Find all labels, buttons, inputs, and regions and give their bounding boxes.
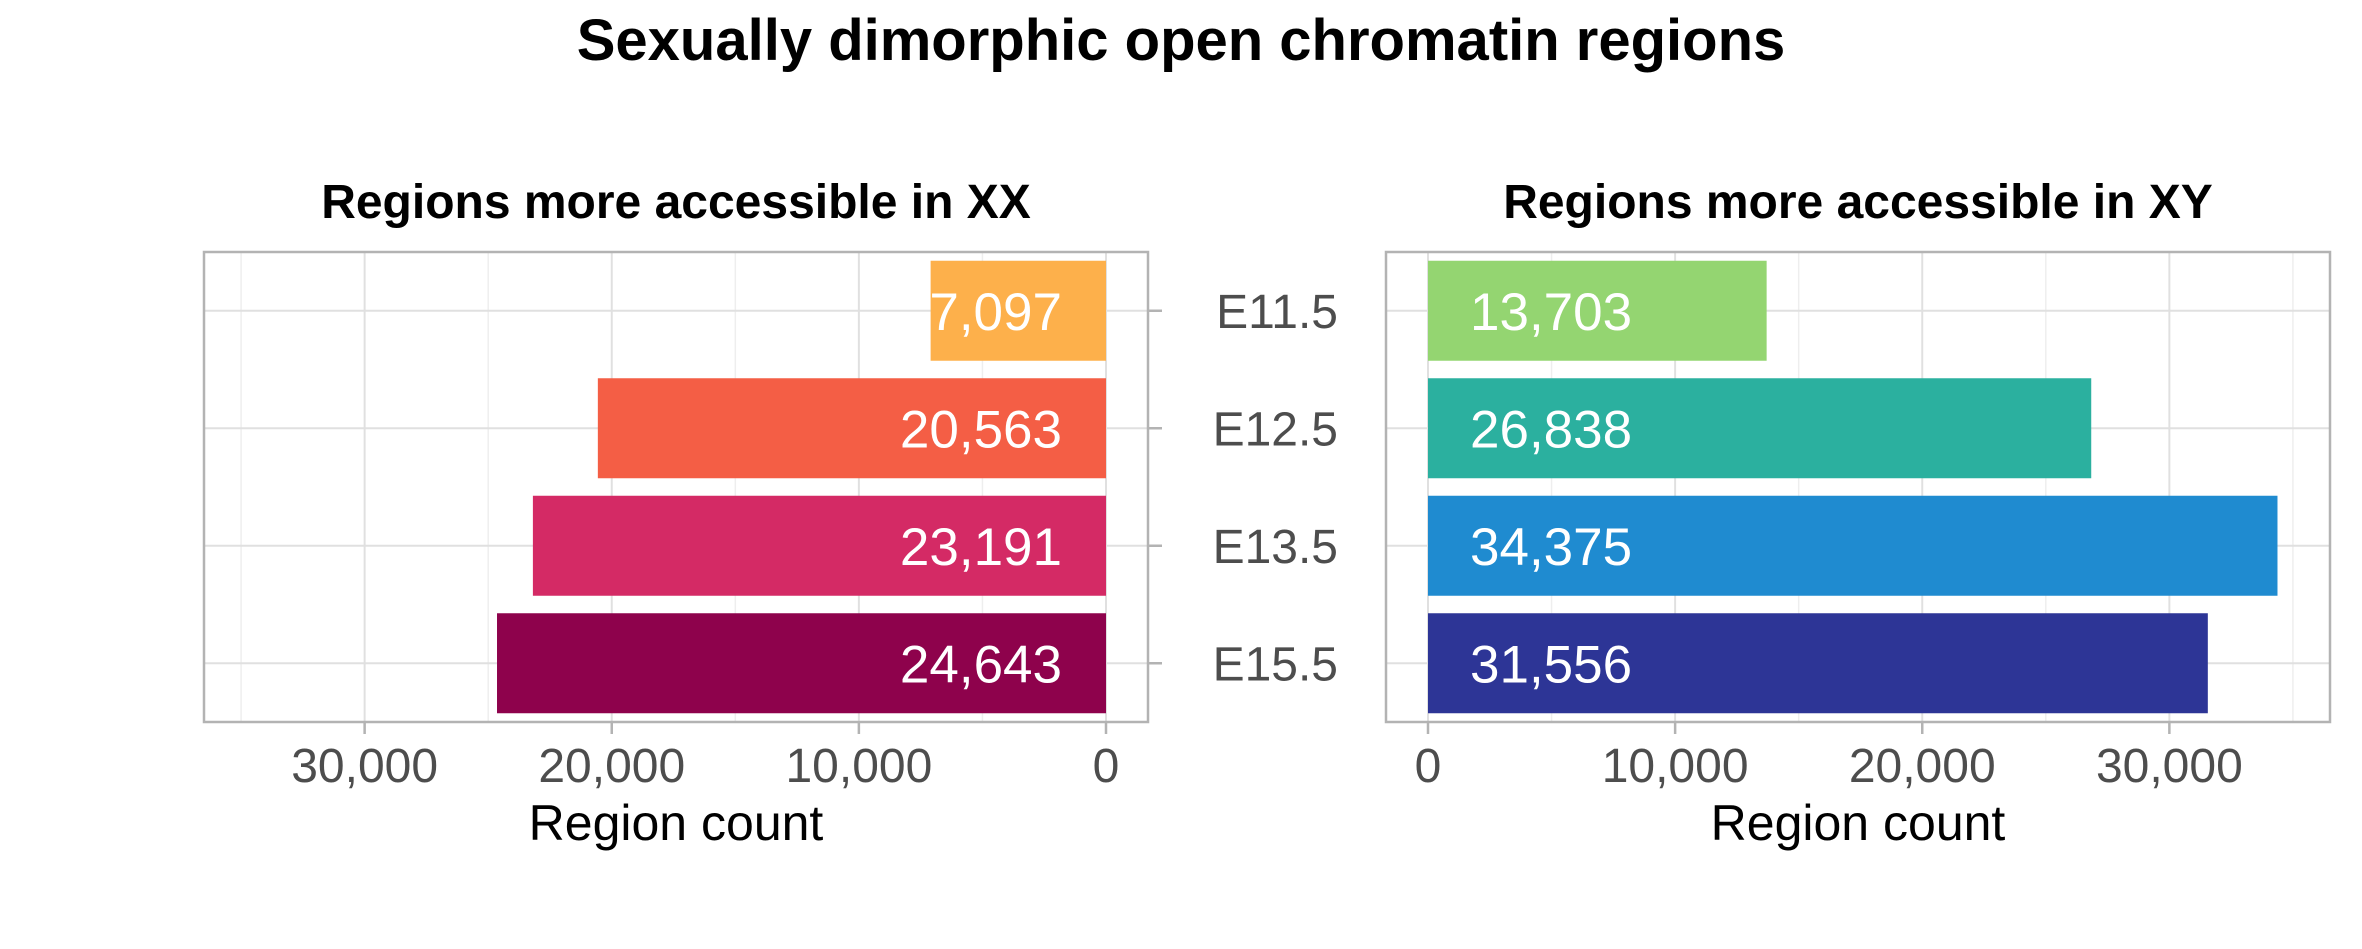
category-label-E13.5: E13.5	[1213, 521, 1338, 574]
category-label-E12.5: E12.5	[1213, 403, 1338, 456]
x-tick-label-xx: 20,000	[538, 740, 685, 793]
bar-label-xy-E12.5: 26,838	[1470, 400, 1632, 459]
x-tick-label-xx: 10,000	[785, 740, 932, 793]
bar-xx-E15.5	[497, 613, 1107, 714]
bar-label-xx-E12.5: 20,563	[900, 400, 1062, 459]
chart-title: Sexually dimorphic open chromatin region…	[577, 8, 1786, 73]
bar-xy-E11.5	[1428, 260, 1767, 361]
bar-xx-E12.5	[597, 378, 1106, 479]
x-tick-label-xx: 30,000	[291, 740, 438, 793]
panel-border	[202, 250, 1150, 724]
right-panel-xy: Regions more accessible in XY 13,703 26,83…	[1384, 176, 2332, 851]
left-panel-xx: Regions more accessible in XX 7,097 20,563…	[202, 176, 1162, 851]
category-label-E15.5: E15.5	[1213, 638, 1338, 691]
x-axis-title-xx: Region count	[529, 795, 824, 851]
bar-xx-E13.5	[532, 495, 1106, 596]
bar-xy-E15.5	[1428, 613, 2208, 714]
bar-xy-E12.5	[1428, 378, 2092, 479]
bar-label-xy-E15.5: 31,556	[1470, 635, 1632, 694]
x-axis-title-xy: Region count	[1711, 795, 2006, 851]
bar-label-xy-E11.5: 13,703	[1470, 283, 1632, 342]
panel-title-xy: Regions more accessible in XY	[1503, 176, 2213, 229]
category-label-E11.5: E11.5	[1216, 286, 1338, 339]
x-tick-label-xx: 0	[1093, 740, 1120, 793]
bar-label-xx-E11.5: 7,097	[929, 283, 1062, 342]
x-tick-label-xy: 10,000	[1602, 740, 1749, 793]
bar-label-xx-E13.5: 23,191	[900, 518, 1062, 577]
panel-title-xx: Regions more accessible in XX	[321, 176, 1031, 229]
x-tick-label-xy: 20,000	[1849, 740, 1996, 793]
bar-xx-E11.5	[930, 260, 1106, 361]
category-axis: E11.5 E12.5 E13.5 E15.5	[1213, 286, 1338, 692]
bar-xy-E13.5	[1428, 495, 2278, 596]
panel-border	[1384, 250, 2332, 724]
x-tick-label-xy: 30,000	[2096, 740, 2243, 793]
bar-label-xy-E13.5: 34,375	[1470, 518, 1632, 577]
bar-label-xx-E15.5: 24,643	[900, 635, 1062, 694]
x-tick-label-xy: 0	[1415, 740, 1442, 793]
